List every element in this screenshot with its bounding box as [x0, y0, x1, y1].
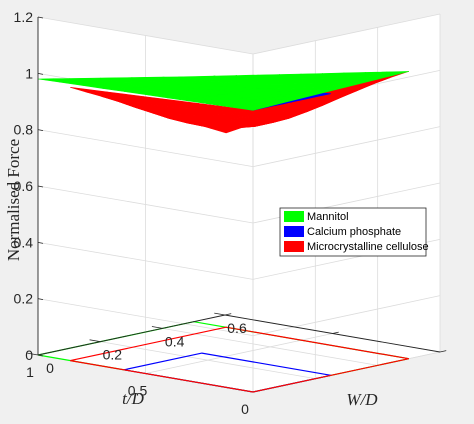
- axis-edge-w-front: [37, 314, 226, 356]
- grid-z-back-1: [252, 295, 441, 337]
- x-tick-mark: [89, 339, 101, 343]
- x-tick-label: 0.6: [227, 320, 247, 336]
- surface-0: [37, 71, 409, 111]
- z-tick-mark: [37, 16, 44, 19]
- y-tick-label: 1: [26, 364, 34, 380]
- z-tick-label: 1: [25, 65, 33, 81]
- surface-2-cell: [210, 125, 245, 134]
- z-tick-label: 0.4: [14, 234, 34, 250]
- legend-entry-mannitol: Mannitol: [307, 211, 349, 223]
- x-tick-label: 0: [46, 360, 54, 376]
- y-tick-label: 0: [241, 401, 249, 417]
- y-tick-labels: 00.51: [26, 313, 447, 417]
- z-tick-label: 0.2: [14, 291, 34, 307]
- surfaces: [37, 71, 409, 134]
- surface-2: [70, 71, 409, 134]
- z-tick-label: 0.8: [14, 122, 34, 138]
- grid-z-back-4: [252, 126, 441, 168]
- x-tick-mark: [214, 312, 226, 316]
- y-tick-label: 0.5: [128, 383, 148, 399]
- y-tick-mark: [439, 350, 447, 353]
- z-tick-mark: [37, 241, 44, 244]
- x-axis-label: W/D: [346, 390, 378, 409]
- grid-z-back-6: [252, 13, 441, 55]
- legend-swatch-mannitol: [284, 211, 304, 222]
- legend-swatch-microcrystalline-cellulose: [284, 241, 304, 252]
- x-tick-labels: 0 0.2 0.4 0.6: [27, 312, 247, 376]
- x-tick-label: 0.4: [165, 333, 185, 349]
- z-tick-mark: [37, 354, 44, 357]
- x-tick-mark: [27, 352, 39, 356]
- x-tick-mark: [151, 326, 163, 329]
- z-axis-label: Normalised Force: [4, 139, 23, 261]
- z-tick-label: 0: [25, 347, 33, 363]
- legend-box: [279, 207, 427, 257]
- y-tick-mark: [224, 313, 232, 316]
- z-tick-label: 1.2: [14, 9, 34, 25]
- z-tick-mark: [37, 185, 44, 188]
- z-tick-label: 0.6: [14, 178, 34, 194]
- z-tick-mark: [37, 129, 44, 132]
- surface-0-cell: [178, 75, 216, 79]
- legend: Mannitol Calcium phosphate Microcrystall…: [279, 207, 429, 257]
- z-tick-mark: [37, 72, 44, 75]
- z-tick-mark: [37, 298, 44, 301]
- legend-entry-calcium-phosphate: Calcium phosphate: [307, 226, 401, 238]
- floor-projection-2: [70, 326, 409, 393]
- y-axis-label: t/D: [122, 389, 144, 408]
- legend-swatch-calcium-phosphate: [284, 226, 304, 237]
- y-tick-mark: [332, 331, 339, 334]
- z-tick-labels: 0 0.2 0.4 0.6 0.8 1 1.2: [14, 9, 44, 363]
- x-tick-label: 0.2: [103, 347, 123, 363]
- legend-entry-microcrystalline-cellulose: Microcrystalline cellulose: [307, 241, 429, 253]
